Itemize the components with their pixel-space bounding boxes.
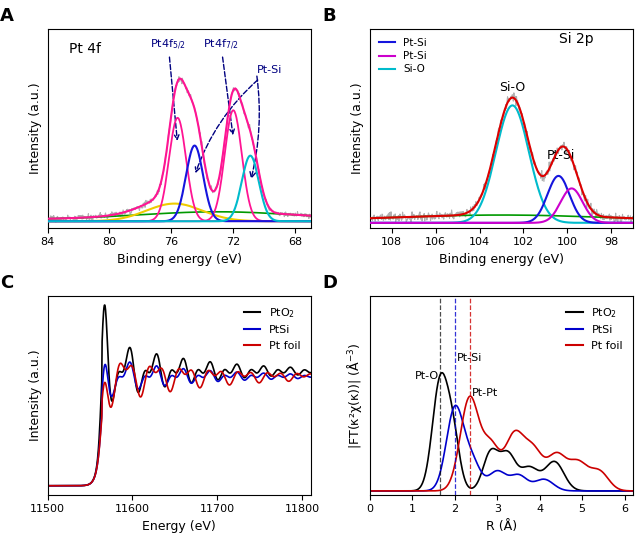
Y-axis label: Intensity (a.u.): Intensity (a.u.) — [29, 82, 42, 174]
Legend: Pt-Si, Pt-Si, Si-O: Pt-Si, Pt-Si, Si-O — [375, 34, 431, 78]
Legend: PtO$_2$, PtSi, Pt foil: PtO$_2$, PtSi, Pt foil — [239, 301, 305, 355]
Y-axis label: |FT(κ²χ(κ))| (Å$^{-3}$): |FT(κ²χ(κ))| (Å$^{-3}$) — [346, 342, 364, 449]
Text: Si-O: Si-O — [499, 82, 525, 94]
Text: Pt4f$_{5/2}$: Pt4f$_{5/2}$ — [150, 37, 186, 139]
Text: Pt-Si: Pt-Si — [547, 150, 575, 163]
X-axis label: R (Å): R (Å) — [486, 520, 517, 533]
Text: Pt-O: Pt-O — [415, 370, 439, 381]
X-axis label: Binding energy (eV): Binding energy (eV) — [116, 253, 242, 266]
Text: Pt4f$_{7/2}$: Pt4f$_{7/2}$ — [203, 37, 239, 134]
Text: Pt 4f: Pt 4f — [68, 42, 100, 56]
Legend: PtO$_2$, PtSi, Pt foil: PtO$_2$, PtSi, Pt foil — [561, 301, 627, 355]
Text: Pt-Pt: Pt-Pt — [472, 388, 498, 399]
Y-axis label: Intensity (a.u.): Intensity (a.u.) — [351, 82, 364, 174]
Text: Si 2p: Si 2p — [559, 32, 594, 46]
Text: A: A — [0, 6, 14, 25]
Text: Pt-Si: Pt-Si — [457, 353, 483, 363]
Text: C: C — [0, 274, 13, 292]
Text: B: B — [323, 6, 336, 25]
X-axis label: Energy (eV): Energy (eV) — [142, 520, 216, 533]
Text: D: D — [323, 274, 337, 292]
X-axis label: Binding energy (eV): Binding energy (eV) — [439, 253, 564, 266]
Y-axis label: Intensity (a.u.): Intensity (a.u.) — [29, 349, 42, 441]
Text: Pt-Si: Pt-Si — [195, 65, 282, 172]
